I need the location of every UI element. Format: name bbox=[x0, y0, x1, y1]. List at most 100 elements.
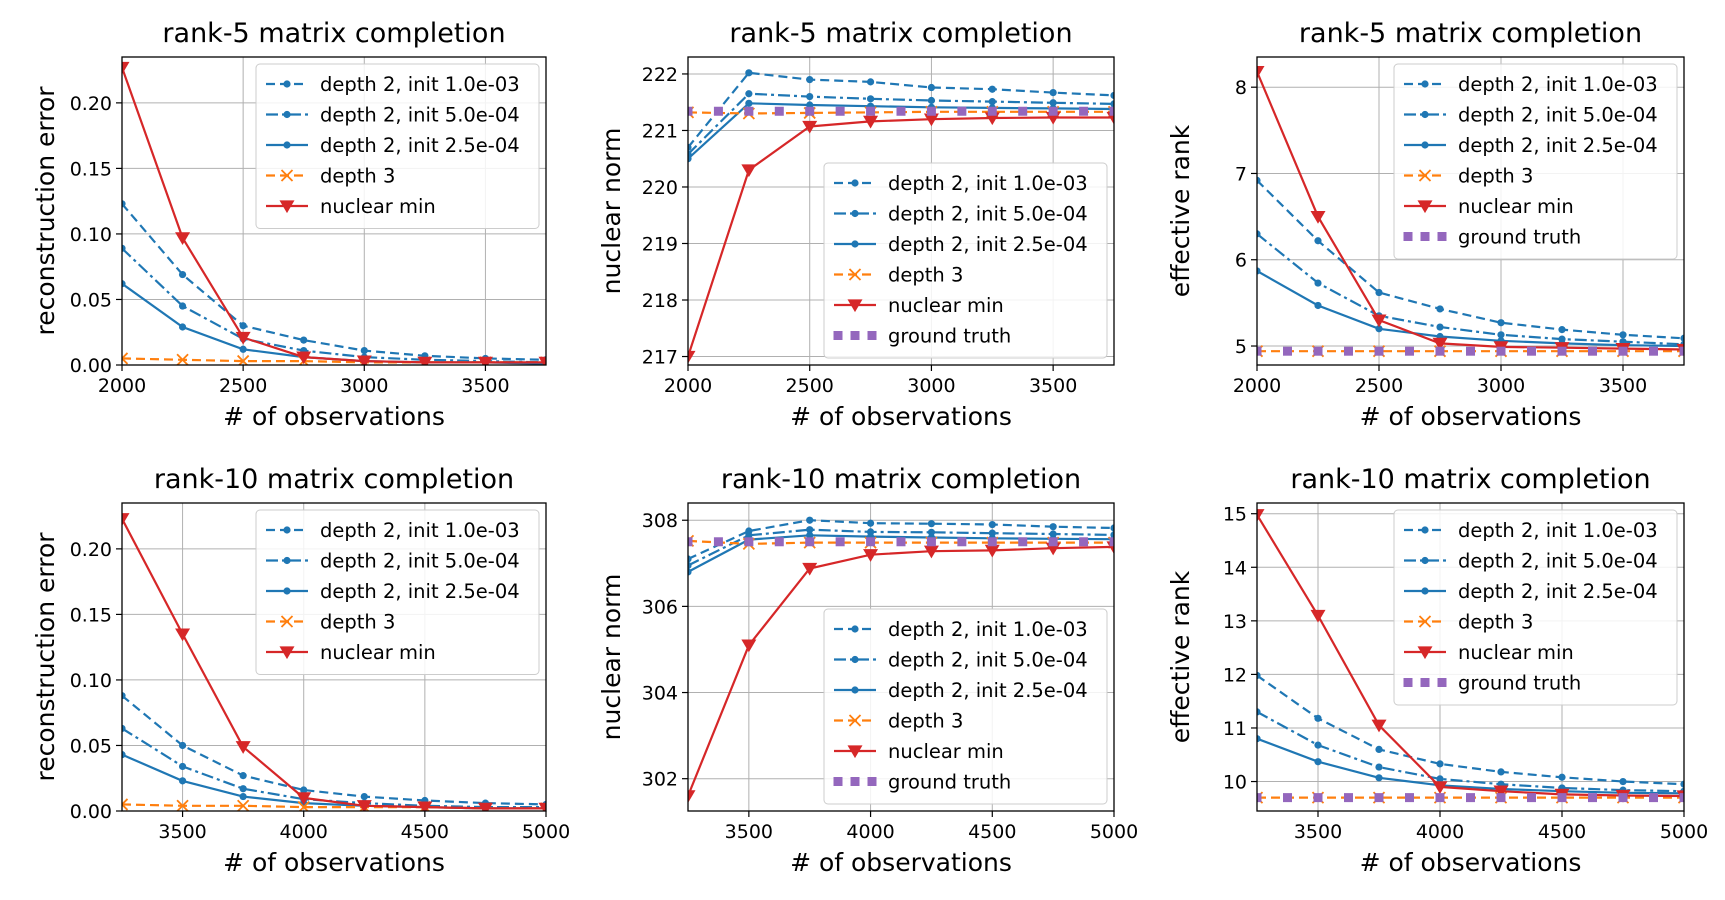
data-point bbox=[1313, 793, 1323, 803]
series-line bbox=[688, 545, 1114, 797]
data-point bbox=[178, 270, 187, 279]
x-tick-label: 4500 bbox=[401, 821, 449, 843]
data-point bbox=[1257, 708, 1261, 716]
x-tick-label: 3500 bbox=[1294, 821, 1342, 843]
data-point bbox=[1283, 793, 1292, 803]
data-point bbox=[1371, 719, 1387, 733]
legend-label: ground truth bbox=[888, 771, 1011, 794]
x-tick-label: 3500 bbox=[461, 375, 509, 397]
legend: depth 2, init 1.0e-03 depth 2, init 5.0e-… bbox=[1393, 509, 1678, 706]
legend-marker bbox=[279, 200, 295, 214]
data-point bbox=[1588, 346, 1597, 356]
data-point bbox=[896, 106, 906, 116]
legend-entry-d2: depth 2, init 5.0e-04 bbox=[834, 203, 1088, 226]
legend-label: ground truth bbox=[888, 325, 1011, 348]
legend-marker bbox=[851, 655, 859, 664]
legend-entry-d4: depth 3 bbox=[1404, 611, 1533, 634]
legend-entry-d2: depth 2, init 5.0e-04 bbox=[1404, 550, 1658, 573]
data-point bbox=[122, 751, 126, 759]
data-point bbox=[1618, 793, 1628, 803]
data-point bbox=[688, 143, 692, 152]
data-point bbox=[296, 351, 312, 365]
legend-marker bbox=[847, 299, 863, 313]
data-point bbox=[1405, 793, 1414, 803]
legend-marker bbox=[1421, 110, 1429, 119]
data-point bbox=[239, 345, 247, 353]
data-point bbox=[713, 106, 723, 116]
legend-entry-d4: depth 3 bbox=[834, 264, 963, 287]
series-gt bbox=[1257, 346, 1684, 356]
x-tick-label: 3500 bbox=[1599, 375, 1647, 397]
data-point bbox=[745, 99, 753, 107]
panel-5: 3500 4000 4500 5000 302 304 306 308 rank-10 matr… bbox=[597, 464, 1138, 877]
data-point bbox=[957, 106, 967, 116]
x-tick-label: 4000 bbox=[1416, 821, 1464, 843]
series-gt bbox=[688, 106, 1114, 116]
y-tick-label: 0.15 bbox=[70, 604, 112, 626]
legend: depth 2, init 1.0e-03 depth 2, init 5.0e-… bbox=[255, 509, 540, 675]
data-point bbox=[927, 528, 936, 536]
data-point bbox=[1497, 331, 1505, 339]
y-tick-label: 220 bbox=[642, 177, 678, 199]
data-point bbox=[1048, 106, 1058, 116]
legend-marker bbox=[851, 240, 859, 248]
data-point bbox=[866, 537, 876, 547]
series-layer bbox=[122, 61, 546, 365]
legend-marker bbox=[1418, 169, 1432, 182]
data-point bbox=[1049, 89, 1057, 97]
data-point bbox=[866, 519, 875, 527]
legend-label: depth 3 bbox=[320, 165, 395, 188]
legend-entry-d3: depth 2, init 2.5e-04 bbox=[266, 580, 520, 603]
chart-title: rank-10 matrix completion bbox=[721, 464, 1081, 495]
data-point bbox=[927, 83, 936, 92]
data-point bbox=[1436, 760, 1444, 768]
data-point bbox=[477, 356, 493, 365]
y-axis-label: reconstruction error bbox=[31, 86, 60, 336]
data-point bbox=[1375, 288, 1383, 297]
legend-label: depth 2, init 2.5e-04 bbox=[320, 134, 520, 157]
legend-label: nuclear min bbox=[320, 641, 436, 664]
data-point bbox=[1375, 774, 1383, 782]
data-point bbox=[987, 537, 997, 547]
data-point bbox=[538, 356, 546, 365]
legend-marker bbox=[847, 745, 863, 759]
legend-entry-d2: depth 2, init 5.0e-04 bbox=[834, 649, 1088, 672]
data-point bbox=[417, 801, 433, 811]
data-point bbox=[1435, 346, 1445, 356]
data-point bbox=[1110, 524, 1114, 532]
legend-label: depth 2, init 1.0e-03 bbox=[1458, 73, 1658, 96]
legend-marker bbox=[851, 179, 859, 187]
legend-label: depth 2, init 2.5e-04 bbox=[1458, 134, 1658, 157]
data-point bbox=[984, 544, 1000, 558]
data-point bbox=[1314, 279, 1322, 287]
data-point bbox=[1079, 537, 1089, 547]
data-point bbox=[744, 106, 754, 116]
data-point bbox=[805, 537, 815, 547]
legend-box bbox=[823, 162, 1108, 359]
series-line bbox=[122, 518, 546, 810]
data-point bbox=[417, 356, 433, 365]
data-point bbox=[688, 568, 692, 576]
chart-title: rank-5 matrix completion bbox=[1299, 18, 1642, 49]
data-point bbox=[356, 800, 372, 811]
legend-entry-d2: depth 2, init 5.0e-04 bbox=[266, 104, 520, 127]
legend-label: depth 2, init 5.0e-04 bbox=[888, 203, 1088, 226]
data-point bbox=[688, 106, 693, 116]
data-point bbox=[835, 537, 845, 547]
series-line bbox=[1257, 514, 1684, 798]
data-point bbox=[1375, 763, 1383, 771]
chart-title: rank-5 matrix completion bbox=[162, 18, 505, 49]
data-point bbox=[1680, 780, 1684, 788]
data-point bbox=[178, 741, 187, 750]
data-point bbox=[356, 355, 372, 365]
legend-label: depth 2, init 2.5e-04 bbox=[1458, 580, 1658, 603]
x-tick-label: 3000 bbox=[907, 375, 955, 397]
series-layer bbox=[1257, 66, 1684, 358]
legend-label: depth 2, init 5.0e-04 bbox=[320, 104, 520, 127]
data-point bbox=[360, 346, 368, 355]
y-tick-label: 0.15 bbox=[70, 158, 112, 180]
legend-entry-nm: nuclear min bbox=[266, 195, 436, 218]
data-point bbox=[835, 106, 845, 116]
data-point bbox=[1527, 346, 1536, 356]
series-nm bbox=[122, 513, 546, 811]
